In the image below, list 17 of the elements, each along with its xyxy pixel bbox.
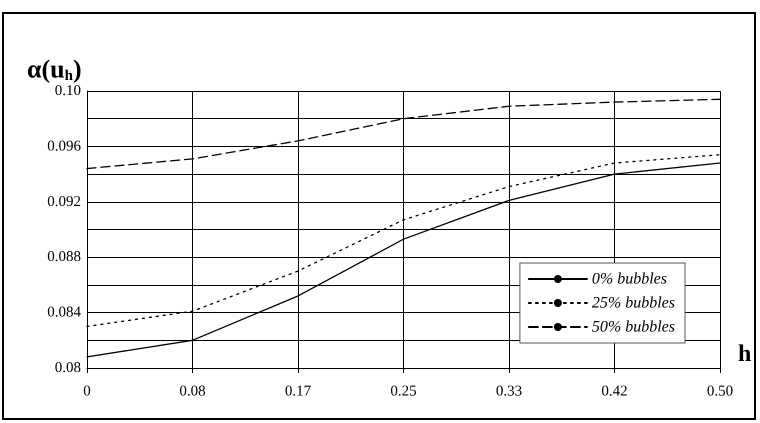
- x-tick-label: 0.08: [179, 384, 206, 400]
- y-tick-label: 0.084: [47, 304, 82, 321]
- y-tick-label: 0.096: [47, 138, 82, 154]
- x-tick-label: 0.50: [706, 384, 734, 400]
- x-tick-label: 0: [83, 384, 91, 400]
- x-axis-title: h: [738, 341, 752, 367]
- legend-label: 25% bubbles: [592, 294, 676, 312]
- x-tick-label: 0.17: [284, 384, 312, 400]
- y-tick-label: 0.088: [47, 249, 81, 266]
- legend-label: 0% bubbles: [592, 270, 668, 288]
- legend-label: 50% bubbles: [592, 318, 676, 336]
- y-tick-label: 0.08: [54, 360, 81, 376]
- x-tick-label: 0.25: [390, 384, 417, 400]
- y-tick-label: 0.10: [54, 83, 81, 99]
- x-tick-label: 0.33: [496, 384, 522, 400]
- y-tick-label: 0.092: [47, 194, 81, 210]
- x-tick-label: 0.42: [601, 384, 628, 400]
